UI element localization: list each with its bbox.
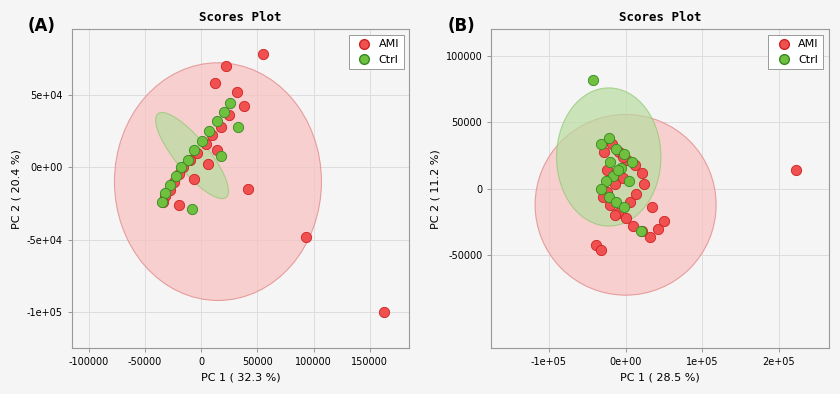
- AMI: [596, 194, 609, 200]
- Ctrl: [595, 141, 608, 147]
- AMI: [219, 63, 233, 69]
- AMI: [378, 309, 391, 315]
- Ellipse shape: [155, 112, 228, 199]
- AMI: [636, 170, 649, 176]
- AMI: [608, 180, 622, 187]
- AMI: [616, 175, 629, 181]
- Ctrl: [634, 228, 648, 234]
- AMI: [237, 103, 250, 110]
- Ctrl: [622, 178, 635, 184]
- AMI: [590, 242, 603, 248]
- Ctrl: [210, 117, 223, 124]
- AMI: [638, 180, 651, 187]
- AMI: [172, 171, 186, 178]
- AMI: [156, 199, 170, 205]
- AMI: [651, 226, 664, 232]
- Ctrl: [217, 109, 230, 115]
- Ctrl: [186, 206, 199, 212]
- AMI: [595, 247, 608, 253]
- AMI: [623, 199, 637, 205]
- AMI: [187, 176, 201, 182]
- Ctrl: [595, 186, 608, 192]
- AMI: [230, 89, 244, 95]
- Ctrl: [625, 159, 638, 165]
- AMI: [172, 202, 186, 208]
- AMI: [604, 202, 617, 208]
- Ellipse shape: [114, 63, 322, 301]
- AMI: [621, 156, 634, 163]
- AMI: [616, 154, 629, 160]
- Ctrl: [232, 123, 245, 130]
- AMI: [207, 80, 221, 86]
- AMI: [601, 188, 614, 195]
- Legend: AMI, Ctrl: AMI, Ctrl: [349, 35, 404, 69]
- Title: Scores Plot: Scores Plot: [619, 11, 701, 24]
- AMI: [645, 204, 659, 211]
- AMI: [199, 141, 213, 147]
- Text: (B): (B): [448, 17, 475, 35]
- Text: (A): (A): [28, 17, 55, 35]
- AMI: [643, 234, 657, 240]
- Ctrl: [614, 164, 627, 171]
- Ctrl: [159, 190, 172, 196]
- Legend: AMI, Ctrl: AMI, Ctrl: [769, 35, 823, 69]
- AMI: [167, 178, 181, 185]
- AMI: [210, 147, 223, 153]
- Ctrl: [602, 135, 616, 141]
- Ctrl: [187, 147, 201, 153]
- Ctrl: [181, 157, 194, 163]
- AMI: [163, 187, 176, 193]
- Ellipse shape: [535, 115, 717, 295]
- X-axis label: PC 1 ( 32.3 %): PC 1 ( 32.3 %): [201, 373, 281, 383]
- AMI: [612, 149, 626, 155]
- Y-axis label: PC 2 ( 20.4 %): PC 2 ( 20.4 %): [11, 149, 21, 229]
- Ctrl: [617, 151, 631, 158]
- AMI: [183, 157, 197, 163]
- Ctrl: [170, 173, 183, 179]
- AMI: [256, 51, 270, 57]
- AMI: [190, 149, 203, 156]
- AMI: [159, 193, 172, 199]
- Ctrl: [196, 138, 209, 144]
- Ctrl: [599, 178, 612, 184]
- Ctrl: [214, 152, 228, 159]
- Ellipse shape: [557, 88, 661, 226]
- AMI: [601, 167, 614, 173]
- Ctrl: [612, 167, 625, 173]
- AMI: [630, 191, 643, 197]
- Title: Scores Plot: Scores Plot: [199, 11, 281, 24]
- AMI: [608, 212, 622, 219]
- Ctrl: [202, 128, 216, 134]
- AMI: [597, 149, 611, 155]
- Ctrl: [617, 204, 631, 211]
- AMI: [605, 141, 618, 147]
- AMI: [619, 215, 633, 221]
- Ctrl: [586, 77, 600, 83]
- X-axis label: PC 1 ( 28.5 %): PC 1 ( 28.5 %): [620, 373, 700, 383]
- Ctrl: [602, 194, 616, 200]
- Ctrl: [606, 173, 620, 179]
- AMI: [628, 162, 642, 168]
- AMI: [223, 112, 236, 118]
- Ctrl: [163, 181, 176, 188]
- AMI: [242, 186, 255, 192]
- Ctrl: [604, 159, 617, 165]
- AMI: [206, 132, 219, 138]
- Ctrl: [223, 100, 237, 106]
- Y-axis label: PC 2 ( 11.2 %): PC 2 ( 11.2 %): [430, 149, 440, 229]
- AMI: [176, 164, 190, 170]
- AMI: [627, 223, 640, 229]
- AMI: [636, 228, 649, 234]
- AMI: [214, 123, 228, 130]
- Ctrl: [155, 199, 168, 205]
- AMI: [790, 167, 803, 173]
- Ctrl: [174, 164, 187, 170]
- AMI: [612, 210, 625, 216]
- AMI: [657, 217, 670, 224]
- AMI: [299, 234, 312, 240]
- Ctrl: [610, 146, 623, 152]
- Ctrl: [610, 199, 623, 205]
- AMI: [201, 161, 214, 167]
